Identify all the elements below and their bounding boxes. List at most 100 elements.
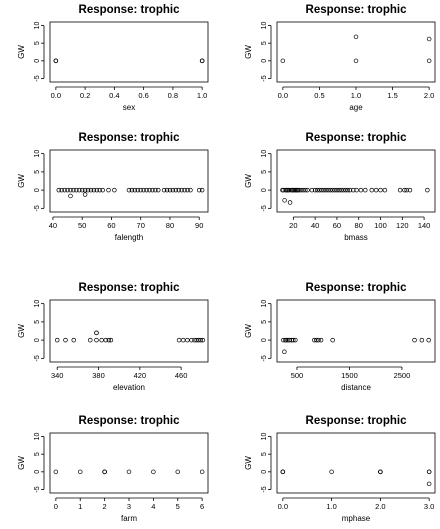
data-point — [94, 337, 99, 343]
data-point — [316, 337, 321, 343]
data-point — [132, 187, 138, 193]
panel-title: Response: trophic — [306, 4, 408, 16]
y-tick-label: 5 — [34, 41, 41, 45]
data-point — [106, 187, 111, 193]
scatter-panel-falength: Response: trophic -5 0 5 10 40 50 60 70 80 90 falen… — [17, 132, 209, 242]
data-point — [173, 187, 179, 193]
y-tick-label: 0 — [34, 59, 41, 63]
x-tick-label: 6 — [200, 502, 204, 511]
data-point — [332, 187, 338, 193]
x-tick-label: 120 — [396, 221, 409, 230]
plot-frame — [276, 432, 436, 494]
data-point — [336, 187, 342, 193]
panel-title: Response: trophic — [306, 282, 408, 294]
data-point — [426, 337, 431, 343]
x-tick-label: 3 — [127, 502, 131, 511]
data-point — [63, 337, 68, 343]
data-point — [300, 187, 306, 193]
y-tick-label: 0 — [34, 470, 41, 474]
data-point — [147, 187, 152, 193]
data-point — [77, 187, 82, 193]
data-point — [126, 469, 132, 475]
data-point — [351, 187, 356, 193]
x-tick-label: 20 — [289, 221, 297, 230]
data-point — [188, 187, 193, 193]
x-tick-label: 60 — [333, 221, 341, 230]
data-point — [153, 187, 158, 193]
y-axis-label: GW — [244, 456, 253, 470]
data-point — [369, 187, 375, 193]
y-axis-label: GW — [17, 45, 26, 59]
data-point — [94, 330, 99, 336]
data-point — [91, 187, 97, 193]
x-tick-label: 0.0 — [278, 91, 288, 100]
data-point — [68, 187, 73, 193]
y-tick-label: 10 — [261, 433, 268, 441]
x-axis-label: mphase — [342, 514, 371, 523]
data-point — [354, 187, 359, 193]
data-point — [425, 187, 430, 193]
plot-frame — [49, 299, 209, 363]
x-tick-label: 0.6 — [138, 91, 148, 100]
x-tick-label: 2 — [103, 502, 107, 511]
x-tick-label: 4 — [151, 502, 155, 511]
y-tick-label: 10 — [34, 22, 41, 30]
plot-frame — [49, 21, 209, 83]
x-tick-label: 60 — [107, 221, 115, 230]
data-point — [138, 187, 143, 193]
y-tick-label: -5 — [261, 205, 268, 211]
data-point — [328, 187, 333, 193]
data-point — [71, 337, 77, 343]
data-point — [296, 187, 302, 193]
panel-title: Response: trophic — [79, 4, 181, 16]
data-point — [53, 58, 59, 64]
data-point — [144, 187, 149, 193]
data-point — [102, 469, 107, 475]
data-point — [280, 469, 286, 475]
y-tick-label: 0 — [34, 338, 41, 342]
x-axis-label: age — [349, 103, 363, 112]
y-axis-label: GW — [17, 456, 26, 470]
data-point — [404, 187, 409, 193]
data-point — [378, 187, 383, 193]
data-point — [353, 58, 359, 64]
y-axis-label: GW — [244, 45, 253, 59]
x-tick-label: 340 — [51, 371, 64, 380]
y-tick-label: 0 — [261, 470, 268, 474]
data-point — [129, 187, 135, 193]
y-tick-label: 10 — [261, 22, 268, 30]
y-tick-label: 10 — [261, 150, 268, 158]
data-point — [363, 187, 368, 193]
data-point — [170, 187, 176, 193]
panel-title: Response: trophic — [79, 415, 181, 427]
data-point — [68, 193, 73, 199]
x-tick-label: 0.0 — [51, 91, 61, 100]
data-point — [358, 187, 364, 193]
data-point — [108, 337, 114, 343]
data-point — [85, 187, 91, 193]
panel-title: Response: trophic — [79, 282, 181, 294]
data-point — [106, 337, 112, 343]
data-point — [426, 481, 432, 487]
scatter-panel-age: Response: trophic -5 0 5 10 0.0 0.5 1.0 1.5 2.0 ag… — [244, 4, 436, 112]
scatter-panel-sex: Response: trophic -5 0 5 10 0.0 0.2 0.4 0.6 0.8 1.… — [17, 4, 209, 112]
x-tick-label: 2.0 — [375, 502, 385, 511]
data-point — [303, 187, 308, 193]
x-tick-label: 0.2 — [80, 91, 90, 100]
plot-frame — [49, 149, 209, 213]
data-point — [176, 187, 181, 193]
data-point — [65, 187, 70, 193]
y-tick-label: 0 — [261, 188, 268, 192]
plot-frame — [49, 432, 209, 494]
x-tick-label: 50 — [78, 221, 86, 230]
plot-frame — [276, 21, 436, 83]
data-point — [94, 187, 100, 193]
x-tick-label: 3.0 — [424, 502, 434, 511]
x-tick-label: 0.8 — [168, 91, 178, 100]
data-point — [309, 187, 315, 193]
y-tick-label: -5 — [261, 355, 268, 361]
x-axis-label: falength — [115, 233, 143, 242]
y-tick-label: 5 — [34, 170, 41, 174]
x-tick-label: 70 — [137, 221, 145, 230]
y-axis-label: GW — [17, 174, 26, 188]
